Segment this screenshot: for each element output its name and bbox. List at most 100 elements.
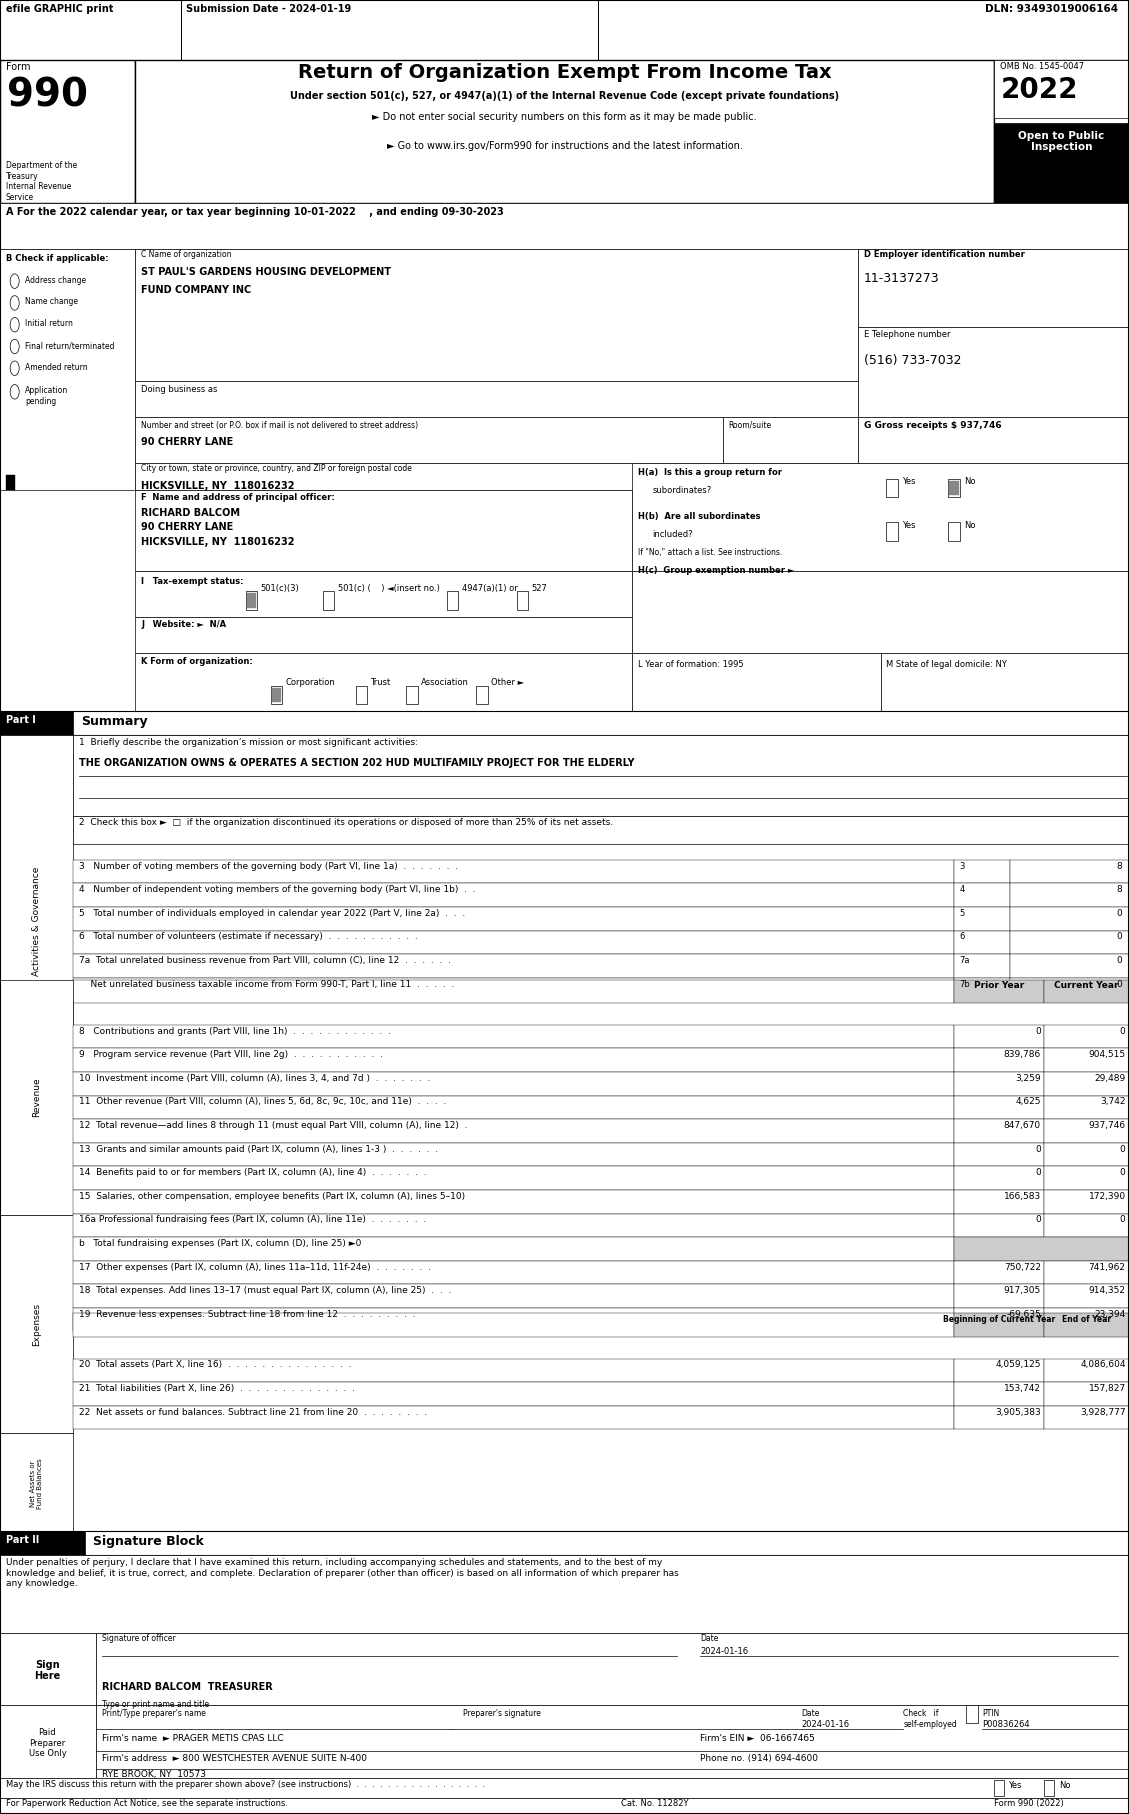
Bar xyxy=(954,1261,1044,1284)
Bar xyxy=(0,1778,1129,1798)
Text: No: No xyxy=(964,477,975,486)
Bar xyxy=(858,249,1129,327)
Bar xyxy=(73,1284,954,1308)
Text: RICHARD BALCOM  TREASURER: RICHARD BALCOM TREASURER xyxy=(102,1682,272,1692)
Text: 3,905,383: 3,905,383 xyxy=(995,1408,1041,1417)
Text: Open to Public
Inspection: Open to Public Inspection xyxy=(1018,131,1104,152)
Bar xyxy=(1044,1048,1129,1072)
Text: 8   Contributions and grants (Part VIII, line 1h)  .  .  .  .  .  .  .  .  .  . : 8 Contributions and grants (Part VIII, l… xyxy=(79,1027,391,1036)
Bar xyxy=(954,931,1010,954)
Text: 8: 8 xyxy=(1117,862,1122,871)
Text: 4: 4 xyxy=(960,885,965,894)
Text: 9   Program service revenue (Part VIII, line 2g)  .  .  .  .  .  .  .  .  .  .  : 9 Program service revenue (Part VIII, li… xyxy=(79,1050,383,1059)
Text: Beginning of Current Year: Beginning of Current Year xyxy=(943,1315,1056,1324)
Bar xyxy=(1044,1190,1129,1214)
Bar xyxy=(135,249,858,381)
Bar xyxy=(1044,1143,1129,1166)
Bar xyxy=(954,1072,1044,1096)
Text: ► Do not enter social security numbers on this form as it may be made public.: ► Do not enter social security numbers o… xyxy=(373,112,756,123)
Text: 17  Other expenses (Part IX, column (A), lines 11a–11d, 11f-24e)  .  .  .  .  . : 17 Other expenses (Part IX, column (A), … xyxy=(79,1263,431,1272)
Text: Corporation: Corporation xyxy=(286,678,335,688)
Bar xyxy=(73,860,954,883)
Text: Firm's address  ► 800 WESTCHESTER AVENUE SUITE N-400: Firm's address ► 800 WESTCHESTER AVENUE … xyxy=(102,1754,367,1763)
Bar xyxy=(181,0,598,60)
Bar xyxy=(406,686,418,704)
Text: RYE BROOK, NY  10573: RYE BROOK, NY 10573 xyxy=(102,1770,205,1780)
Text: H(c)  Group exemption number ►: H(c) Group exemption number ► xyxy=(638,566,795,575)
Text: A For the 2022 calendar year, or tax year beginning 10-01-2022    , and ending 0: A For the 2022 calendar year, or tax yea… xyxy=(6,207,504,218)
Text: Part II: Part II xyxy=(6,1535,38,1546)
Text: 172,390: 172,390 xyxy=(1088,1192,1126,1201)
Bar xyxy=(1010,978,1129,1001)
Text: subordinates?: subordinates? xyxy=(653,486,711,495)
Text: 914,352: 914,352 xyxy=(1088,1286,1126,1295)
Text: Date: Date xyxy=(802,1709,820,1718)
Bar xyxy=(73,907,954,931)
Bar xyxy=(881,653,1129,711)
Text: Final return/terminated: Final return/terminated xyxy=(25,341,114,350)
Text: 4947(a)(1) or: 4947(a)(1) or xyxy=(462,584,517,593)
Text: 0: 0 xyxy=(1120,1027,1126,1036)
Text: 12  Total revenue—add lines 8 through 11 (must equal Part VIII, column (A), line: 12 Total revenue—add lines 8 through 11 … xyxy=(79,1121,467,1130)
Text: 7a  Total unrelated business revenue from Part VIII, column (C), line 12  .  .  : 7a Total unrelated business revenue from… xyxy=(79,956,450,965)
Bar xyxy=(994,1780,1004,1796)
Text: 11  Other revenue (Part VIII, column (A), lines 5, 6d, 8c, 9c, 10c, and 11e)  . : 11 Other revenue (Part VIII, column (A),… xyxy=(79,1097,446,1107)
Text: Submission Date - 2024-01-19: Submission Date - 2024-01-19 xyxy=(186,4,351,15)
Bar xyxy=(632,653,881,711)
Text: Department of the
Treasury
Internal Revenue
Service: Department of the Treasury Internal Reve… xyxy=(6,161,77,201)
Text: 0: 0 xyxy=(1117,956,1122,965)
Bar xyxy=(96,1633,1129,1705)
Bar xyxy=(948,479,960,497)
Bar xyxy=(954,1382,1044,1406)
Bar xyxy=(954,978,1010,1001)
Bar xyxy=(0,1531,1129,1555)
Text: 157,827: 157,827 xyxy=(1088,1384,1126,1393)
Text: 6: 6 xyxy=(960,932,965,941)
Text: ► Go to www.irs.gov/Form990 for instructions and the latest information.: ► Go to www.irs.gov/Form990 for instruct… xyxy=(386,141,743,152)
Text: Association: Association xyxy=(421,678,469,688)
Text: 917,305: 917,305 xyxy=(1004,1286,1041,1295)
Bar xyxy=(954,1313,1044,1337)
Bar xyxy=(954,883,1010,907)
Bar xyxy=(954,954,1010,978)
Text: Firm's EIN ►  06-1667465: Firm's EIN ► 06-1667465 xyxy=(700,1734,815,1743)
Bar xyxy=(954,860,1010,883)
Text: G Gross receipts $ 937,746: G Gross receipts $ 937,746 xyxy=(864,421,1001,430)
Text: 0: 0 xyxy=(1035,1145,1041,1154)
Text: RICHARD BALCOM: RICHARD BALCOM xyxy=(141,508,240,519)
Text: City or town, state or province, country, and ZIP or foreign postal code: City or town, state or province, country… xyxy=(141,464,412,473)
Bar xyxy=(0,1555,1129,1633)
Text: D Employer identification number: D Employer identification number xyxy=(864,250,1024,259)
Bar xyxy=(1044,1214,1129,1237)
Text: Expenses: Expenses xyxy=(32,1302,41,1346)
Text: FUND COMPANY INC: FUND COMPANY INC xyxy=(141,285,252,296)
Text: Form: Form xyxy=(6,62,30,73)
Text: 8: 8 xyxy=(1117,885,1122,894)
Bar xyxy=(73,1261,954,1284)
Bar xyxy=(632,571,1129,653)
Text: 501(c) (    ) ◄(insert no.): 501(c) ( ) ◄(insert no.) xyxy=(338,584,439,593)
Text: Part I: Part I xyxy=(6,715,35,726)
Bar xyxy=(994,60,1129,118)
Text: Firm's name  ► PRAGER METIS CPAS LLC: Firm's name ► PRAGER METIS CPAS LLC xyxy=(102,1734,283,1743)
Text: PTIN: PTIN xyxy=(982,1709,999,1718)
Text: No: No xyxy=(1059,1781,1070,1790)
Bar xyxy=(0,0,181,60)
Text: 19  Revenue less expenses. Subtract line 18 from line 12  .  .  .  .  .  .  .  .: 19 Revenue less expenses. Subtract line … xyxy=(79,1310,415,1319)
Text: 90 CHERRY LANE: 90 CHERRY LANE xyxy=(141,522,234,533)
Bar xyxy=(73,1382,954,1406)
Bar xyxy=(0,1531,85,1555)
Bar xyxy=(1044,1359,1129,1382)
Bar xyxy=(1044,1406,1129,1429)
Bar xyxy=(954,1025,1044,1048)
Text: 22  Net assets or fund balances. Subtract line 21 from line 20  .  .  .  .  .  .: 22 Net assets or fund balances. Subtract… xyxy=(79,1408,427,1417)
Text: Type or print name and title: Type or print name and title xyxy=(102,1700,209,1709)
Text: If "No," attach a list. See instructions.: If "No," attach a list. See instructions… xyxy=(638,548,782,557)
Text: C Name of organization: C Name of organization xyxy=(141,250,231,259)
Bar xyxy=(356,686,367,704)
Text: OMB No. 1545-0047: OMB No. 1545-0047 xyxy=(1000,62,1085,71)
Bar xyxy=(1044,1166,1129,1190)
Text: ST PAUL'S GARDENS HOUSING DEVELOPMENT: ST PAUL'S GARDENS HOUSING DEVELOPMENT xyxy=(141,267,391,278)
Bar xyxy=(135,417,723,463)
Bar xyxy=(858,327,1129,417)
